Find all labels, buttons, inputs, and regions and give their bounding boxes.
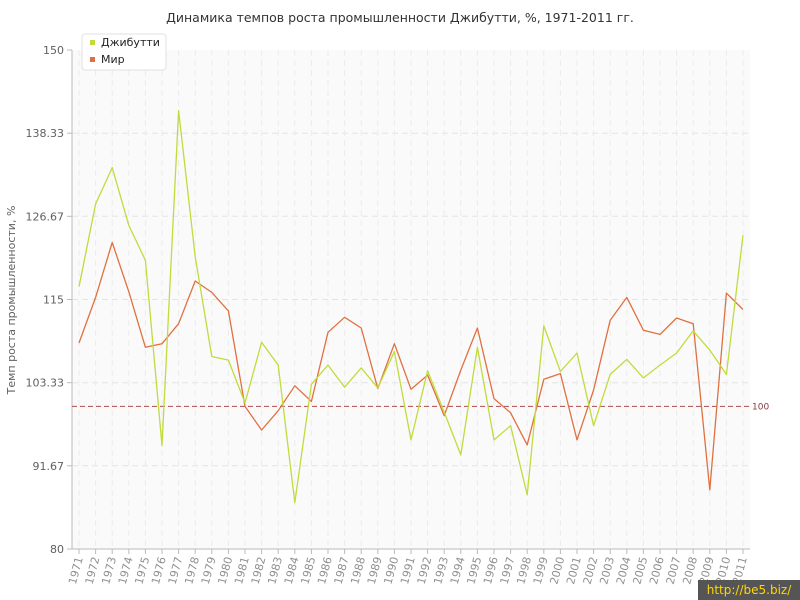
y-tick-label: 115	[43, 294, 64, 307]
legend-box	[81, 33, 167, 71]
legend: Джибутти Мир	[81, 33, 167, 71]
y-tick-label: 103.33	[26, 377, 65, 390]
x-tick-labels: 1971197219731974197519761977197819791980…	[66, 549, 750, 586]
reference-line-label: 100	[752, 402, 769, 412]
legend-label-djibouti: Джибутти	[101, 36, 160, 49]
legend-label-world: Мир	[101, 53, 125, 66]
y-axis-label: Темп роста промышленности, %	[5, 206, 18, 396]
y-tick-label: 150	[43, 44, 64, 57]
legend-swatch-world	[90, 57, 95, 62]
series-line-world	[78, 241, 744, 491]
watermark: http://be5.biz/	[698, 580, 800, 600]
chart-title: Динамика темпов роста промышленности Джи…	[166, 10, 634, 25]
grid-lines	[72, 50, 750, 549]
y-tick-label: 80	[50, 543, 64, 556]
y-tick-labels: 80 91.67 103.33 115 126.67 138.33 150	[26, 44, 72, 556]
series-line-djibouti	[78, 109, 744, 504]
y-tick-label: 138.33	[26, 127, 65, 140]
reference-line: 100	[72, 402, 769, 412]
y-tick-label: 91.67	[33, 460, 65, 473]
legend-swatch-djibouti	[90, 40, 95, 45]
series-lines	[78, 109, 744, 504]
y-tick-label: 126.67	[26, 210, 65, 223]
